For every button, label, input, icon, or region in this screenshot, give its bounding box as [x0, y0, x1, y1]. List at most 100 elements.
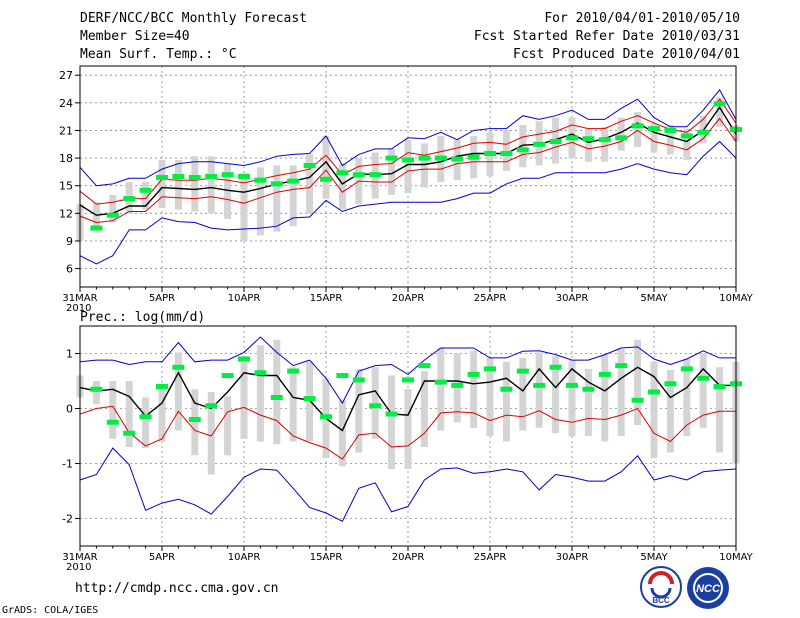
temp-observed-marker: [418, 155, 431, 161]
temp-range-box: [338, 163, 346, 210]
prec-range-box: [502, 361, 510, 442]
prec-observed-marker: [90, 386, 103, 392]
temp-y-tick-label: 12: [59, 207, 73, 220]
prec-range-box: [470, 350, 478, 428]
prec-range-box: [109, 381, 117, 439]
prec-range-box: [355, 368, 363, 453]
prec-observed-marker: [188, 417, 201, 422]
temp-observed-marker: [582, 136, 595, 142]
temp-range-box: [224, 163, 232, 219]
prec-range-box: [716, 367, 724, 453]
temp-y-tick-label: 15: [59, 180, 73, 193]
prec-range-box: [240, 356, 248, 439]
temp-observed-marker: [484, 150, 496, 156]
temp-range-box: [420, 143, 428, 188]
prec-range-box: [207, 392, 215, 475]
temp-observed-marker: [106, 212, 119, 218]
prec-panel: -2 -1 0 1 31MAR 5APR 10APR 15APR 20APR 25APR 30APR…: [62, 310, 754, 573]
prec-range-box: [420, 371, 428, 447]
temp-observed-marker: [664, 127, 677, 133]
prec-range-box: [552, 356, 560, 434]
prec-observed-marker: [664, 381, 677, 387]
prec-observed-marker: [172, 364, 185, 370]
temp-observed-marker: [270, 181, 283, 187]
temp-range-box: [240, 172, 248, 241]
prec-observed-marker: [385, 411, 398, 417]
temp-range-box: [306, 154, 314, 214]
temp-x-tick-label: 10MAY: [719, 293, 753, 304]
temp-x-tick-label: 25APR: [474, 293, 507, 304]
temp-y-tick-label: 24: [59, 97, 73, 110]
prec-lower-line: [79, 405, 736, 460]
temp-observed-marker: [566, 135, 578, 141]
prec-year-label: 2010: [66, 562, 91, 573]
temp-range-box: [650, 123, 658, 153]
temp-range-box: [617, 117, 625, 151]
temp-y-tick-label: 6: [66, 263, 73, 276]
temp-observed-marker: [303, 162, 316, 168]
prec-observed-marker: [598, 371, 611, 377]
prec-y-tick-label: -1: [62, 458, 73, 471]
prec-x-tick-label: 30APR: [556, 552, 589, 563]
prec-range-box: [535, 352, 543, 428]
temp-observed-marker: [516, 147, 529, 153]
prec-range-box: [601, 354, 609, 442]
prec-range-box: [273, 339, 281, 445]
prec-observed-marker: [139, 414, 152, 420]
prec-observed-marker: [533, 382, 546, 388]
prec-y-tick-label: -2: [62, 513, 73, 526]
prec-x-tick-label: 5APR: [149, 552, 175, 563]
temp-max-line: [79, 89, 737, 187]
temp-range-box: [92, 202, 100, 227]
prec-range-box: [125, 381, 133, 447]
temp-range-box: [404, 139, 412, 194]
prec-observed-marker: [238, 356, 250, 362]
temp-range-box: [519, 124, 527, 168]
prec-range-box: [650, 361, 658, 458]
temp-observed-marker: [713, 101, 726, 107]
prec-observed-marker: [549, 364, 562, 370]
temp-range-box: [109, 194, 117, 223]
temp-observed-marker: [156, 174, 168, 180]
temp-observed-marker: [238, 174, 250, 179]
prec-observed-marker: [582, 386, 595, 392]
prec-observed-marker: [631, 397, 644, 403]
temp-range-box: [142, 182, 150, 210]
temp-x-tick-label: 31MAR: [62, 293, 97, 304]
temp-range-box: [584, 128, 592, 162]
temp-y-tick-label: 21: [59, 124, 73, 137]
prec-range-box: [289, 367, 297, 442]
temp-range-box: [191, 156, 199, 212]
prec-observed-marker: [320, 414, 332, 420]
temp-observed-marker: [254, 177, 267, 183]
prec-observed-marker: [369, 403, 382, 409]
prec-range-box: [142, 397, 150, 449]
temp-mean-line: [79, 106, 737, 216]
prec-x-tick-label: 10MAY: [719, 552, 753, 563]
temp-range-box: [256, 167, 264, 236]
temp-year-label: 2010: [66, 303, 91, 314]
temp-range-box: [322, 135, 330, 199]
prec-x-tick-label: 10APR: [228, 552, 261, 563]
prec-range-box: [92, 381, 100, 405]
prec-observed-marker: [254, 370, 267, 376]
source-url-link[interactable]: http://cmdp.ncc.cma.gov.cn: [75, 581, 279, 596]
prec-range-box: [568, 360, 576, 436]
temp-range-box: [174, 159, 182, 210]
prec-x-tick-label: 5MAY: [640, 552, 668, 563]
prec-range-box: [191, 389, 199, 456]
chart-title: DERF/NCC/BCC Monthly Forecast: [80, 11, 307, 26]
prec-x-tick-label: 31MAR: [62, 552, 97, 563]
temp-range-box: [716, 97, 724, 127]
temp-observed-marker: [287, 178, 300, 184]
temp-observed-marker: [533, 141, 546, 147]
prec-x-tick-label: 20APR: [392, 552, 425, 563]
temp-observed-marker: [631, 123, 644, 129]
temp-observed-marker: [139, 187, 152, 193]
prec-range-box: [224, 396, 232, 456]
temp-x-tick-label: 30APR: [556, 293, 589, 304]
prec-observed-marker: [713, 384, 726, 389]
prec-range-box: [617, 349, 625, 436]
prec-range-box: [666, 370, 674, 453]
